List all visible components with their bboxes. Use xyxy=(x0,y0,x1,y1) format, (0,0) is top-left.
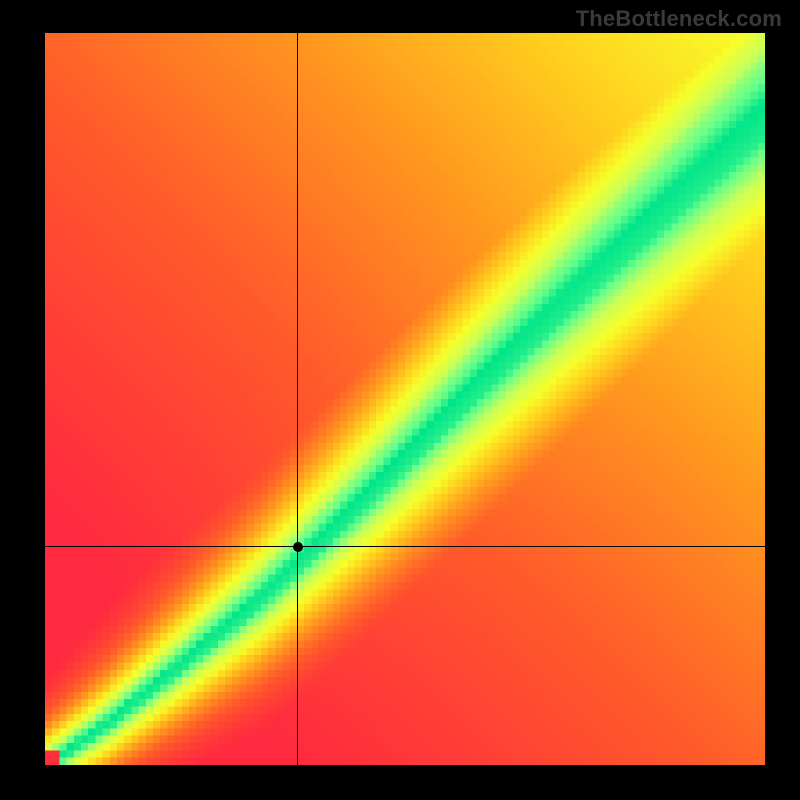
crosshair-marker xyxy=(293,542,303,552)
watermark-text: TheBottleneck.com xyxy=(576,6,782,32)
heatmap-plot xyxy=(45,33,765,765)
crosshair-vertical xyxy=(297,33,298,765)
heatmap-canvas xyxy=(45,33,765,765)
crosshair-horizontal xyxy=(45,546,765,547)
